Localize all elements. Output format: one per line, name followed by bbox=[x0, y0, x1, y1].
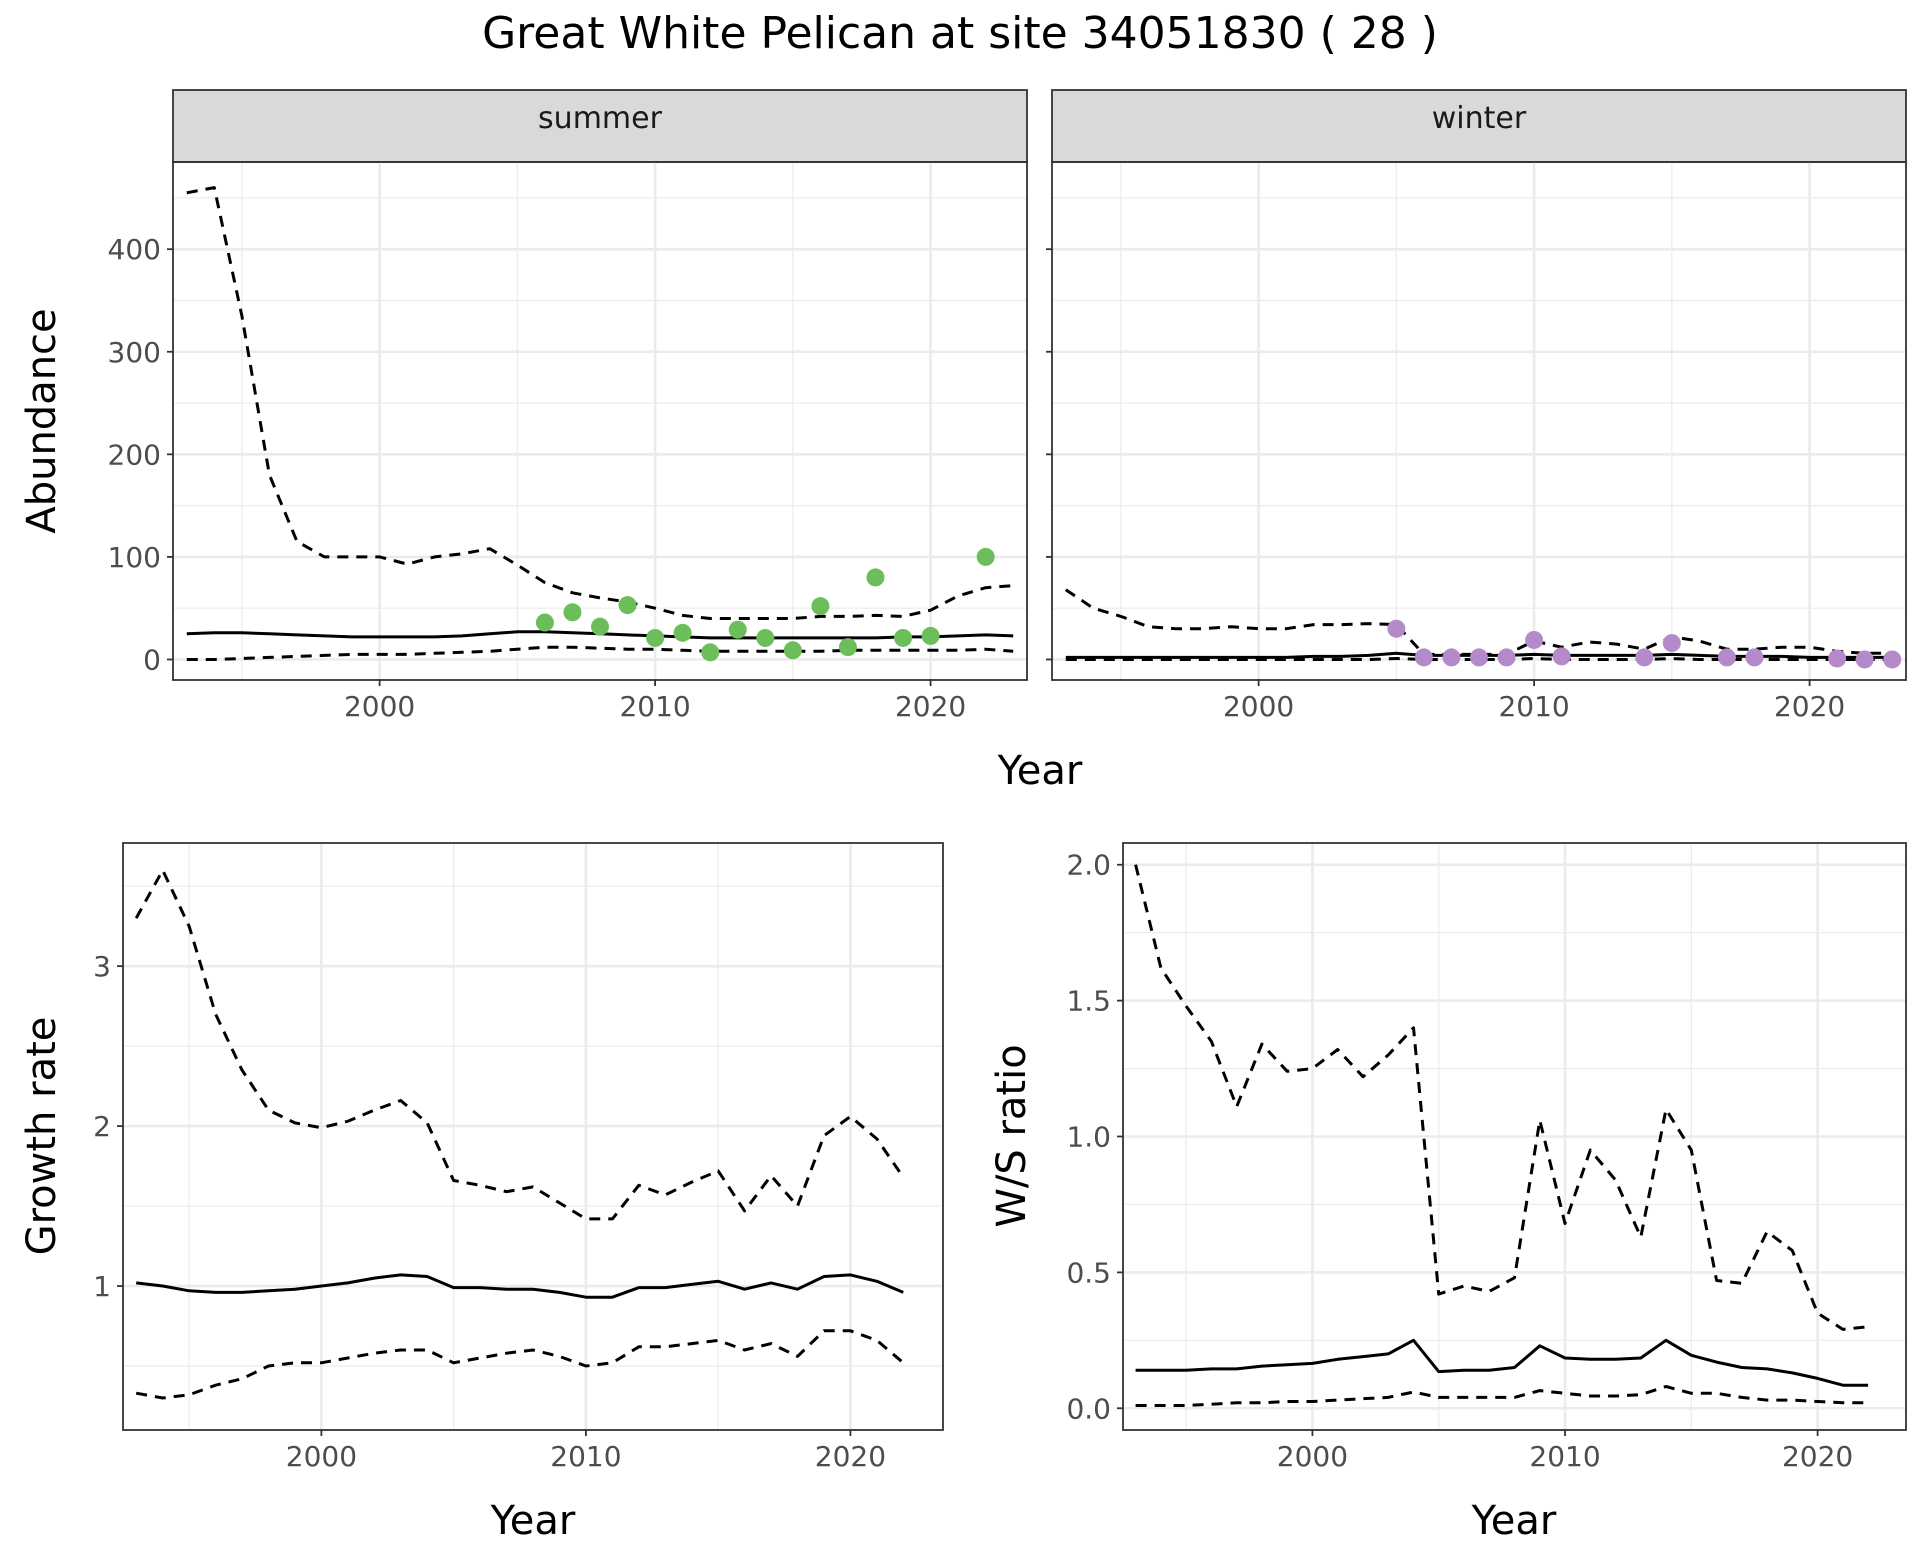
x-tick-label: 2000 bbox=[286, 1440, 357, 1473]
observed-point-winter bbox=[1414, 648, 1433, 667]
lower-ci-line-summer bbox=[186, 645, 1014, 661]
y-axis-title-ratio: W/S ratio bbox=[989, 1044, 1035, 1227]
x-tick-label: 2020 bbox=[1774, 690, 1845, 723]
x-axis-title-ratio: Year bbox=[1471, 1498, 1557, 1544]
x-tick-label: 2000 bbox=[1277, 1440, 1348, 1473]
y-tick-label: 300 bbox=[108, 336, 161, 369]
mean-line-ratio bbox=[1135, 1338, 1869, 1387]
y-axis-title-growth: Growth rate bbox=[19, 1017, 65, 1256]
x-tick-label: 2010 bbox=[550, 1440, 621, 1473]
observed-point-summer bbox=[921, 626, 940, 645]
observed-point-summer bbox=[728, 620, 747, 639]
observed-point-winter bbox=[1635, 648, 1654, 667]
observed-point-winter bbox=[1497, 648, 1516, 667]
x-axis-title-abundance: Year bbox=[997, 748, 1083, 794]
x-tick-label: 2020 bbox=[815, 1440, 886, 1473]
y-axis-title-abundance: Abundance bbox=[19, 308, 65, 533]
panel-border bbox=[122, 842, 944, 1431]
lower-ci-line-ratio bbox=[1135, 1385, 1869, 1407]
panel-ws-ratio: 2000 2010 2020 0.0 0.5 1.0 1.5 2.0 bbox=[1066, 842, 1907, 1473]
observed-point-winter bbox=[1552, 647, 1571, 666]
observed-point-summer bbox=[866, 568, 885, 587]
y-tick-label: 100 bbox=[108, 541, 161, 574]
x-tick-label: 2010 bbox=[1498, 690, 1569, 723]
y-tick-label: 0 bbox=[143, 643, 161, 676]
observed-point-summer bbox=[811, 597, 830, 616]
observed-point-winter bbox=[1828, 649, 1847, 668]
y-tick-label: 1.5 bbox=[1066, 985, 1111, 1018]
panel-growth-rate: 2000 2010 2020 1 2 3 bbox=[93, 842, 944, 1473]
observed-point-winter bbox=[1470, 648, 1488, 667]
observed-point-summer bbox=[756, 628, 775, 647]
x-tick-label: 2000 bbox=[344, 690, 415, 723]
lower-ci-line-growth bbox=[135, 1329, 905, 1400]
mean-line-growth bbox=[136, 1273, 904, 1299]
y-tick-label: 3 bbox=[93, 950, 111, 983]
y-tick-label: 0.0 bbox=[1066, 1392, 1111, 1425]
observed-point-winter bbox=[1717, 648, 1736, 667]
upper-ci-line-growth bbox=[134, 868, 905, 1221]
observed-point-winter bbox=[1442, 648, 1461, 667]
axis-titles: Year Abundance Year Growth rate Year W/S rati… bbox=[19, 308, 1557, 1544]
observed-point-summer bbox=[976, 547, 995, 566]
y-tick-label: 1.0 bbox=[1066, 1121, 1111, 1154]
observed-point-winter bbox=[1662, 634, 1681, 653]
y-tick-label: 2 bbox=[93, 1110, 111, 1143]
observed-point-summer bbox=[618, 596, 637, 615]
x-tick-label: 2000 bbox=[1223, 690, 1294, 723]
x-tick-label: 2020 bbox=[895, 690, 966, 723]
y-tick-label: 400 bbox=[108, 233, 161, 266]
observed-point-summer bbox=[591, 617, 609, 636]
panel-border bbox=[1051, 161, 1907, 681]
facet-strip-summer bbox=[172, 89, 1028, 163]
observed-point-winter bbox=[1387, 619, 1406, 638]
observed-point-summer bbox=[783, 641, 802, 660]
facet-strip-winter bbox=[1051, 89, 1907, 163]
observed-point-summer bbox=[894, 628, 913, 647]
observed-point-winter bbox=[1883, 650, 1902, 669]
observed-point-winter bbox=[1855, 650, 1874, 669]
observed-point-summer bbox=[563, 603, 582, 622]
upper-ci-line-ratio bbox=[1134, 864, 1869, 1331]
panel-border bbox=[172, 161, 1028, 681]
observed-point-winter bbox=[1525, 630, 1544, 649]
x-tick-label: 2010 bbox=[1529, 1440, 1600, 1473]
panel-abundance-summer: summer 2000 2010 2020 0 100 200 300 400 bbox=[108, 89, 1028, 723]
observed-point-summer bbox=[535, 613, 554, 632]
facet-label-summer: summer bbox=[538, 101, 663, 136]
y-tick-label: 2.0 bbox=[1066, 849, 1111, 882]
y-tick-label: 0.5 bbox=[1066, 1256, 1111, 1289]
x-axis-title-growth: Year bbox=[490, 1498, 576, 1544]
x-tick-label: 2010 bbox=[619, 690, 690, 723]
observed-point-summer bbox=[646, 628, 665, 647]
upper-ci-line-winter bbox=[1064, 588, 1893, 656]
chart-title: Great White Pelican at site 34051830 ( 2… bbox=[482, 8, 1438, 59]
observed-point-summer bbox=[701, 643, 720, 662]
panel-abundance-winter: winter 2000 2010 2020 bbox=[1046, 89, 1907, 723]
y-tick-label: 1 bbox=[93, 1270, 111, 1303]
x-tick-label: 2020 bbox=[1782, 1440, 1853, 1473]
observed-point-winter bbox=[1745, 648, 1764, 667]
observed-point-summer bbox=[673, 623, 692, 642]
observed-point-summer bbox=[838, 638, 857, 657]
upper-ci-line-summer bbox=[186, 186, 1014, 620]
y-tick-label: 200 bbox=[108, 438, 161, 471]
facet-label-winter: winter bbox=[1432, 101, 1527, 136]
